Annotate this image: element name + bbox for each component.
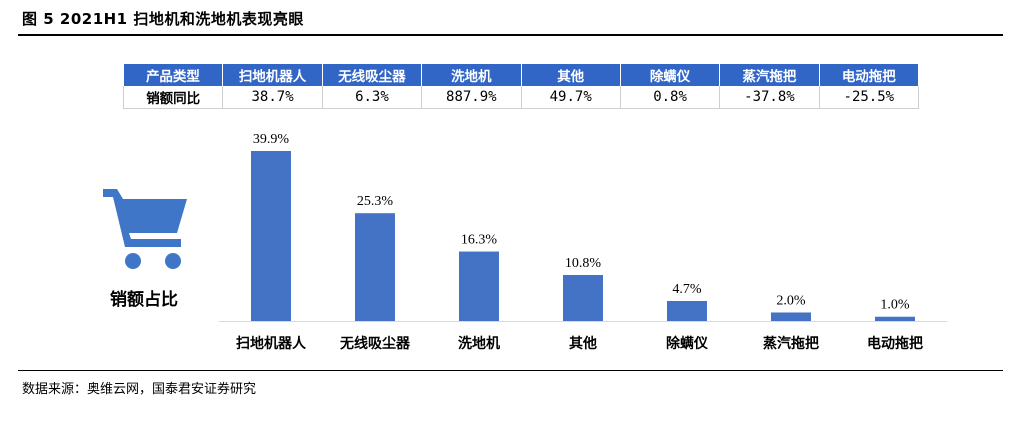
table-row: 销额同比 38.7% 6.3% 887.9% 49.7% 0.8% -37.8%… [122,86,920,109]
table-header-row: 产品类型 扫地机器人 无线吸尘器 洗地机 其他 除螨仪 蒸汽拖把 电动拖把 [123,64,920,86]
bar-value-label: 4.7% [672,282,702,297]
category-label: 无线吸尘器 [339,335,411,352]
table-row-label: 销额同比 [122,86,224,109]
table-header-label: 产品类型 [123,64,224,86]
bar [563,274,603,321]
table-cell: -37.8% [719,86,820,109]
bar-value-label: 10.8% [565,256,602,271]
shopping-cart-icon [103,189,187,269]
table-cell: 887.9% [421,86,522,109]
top-rule [18,34,1003,36]
sales-share-label: 销额占比 [110,290,178,310]
table-col-header: 无线吸尘器 [322,64,423,86]
table-cell: 49.7% [521,86,621,109]
bar [667,300,707,321]
table-cell: 6.3% [322,86,423,109]
data-source-note: 数据来源：奥维云网，国泰君安证券研究 [22,382,257,397]
table-col-header: 电动拖把 [819,64,920,86]
table-cell: 38.7% [222,86,323,109]
bar [251,151,291,321]
category-label: 电动拖把 [867,335,923,352]
category-label: 扫地机器人 [236,335,307,352]
bottom-rule [18,370,1003,371]
table-cell: -25.5% [819,86,920,109]
bar [459,251,499,321]
table-col-header: 蒸汽拖把 [719,64,820,86]
bar-value-label: 1.0% [880,298,910,313]
table-cell: 0.8% [620,86,721,109]
bar-value-label: 2.0% [776,293,806,308]
bar-value-label: 39.9% [253,132,290,147]
bar [875,316,915,321]
table-col-header: 其他 [521,64,621,86]
category-label: 蒸汽拖把 [763,335,819,352]
bar [355,213,395,321]
category-label: 其他 [569,335,597,352]
growth-table: 产品类型 扫地机器人 无线吸尘器 洗地机 其他 除螨仪 蒸汽拖把 电动拖把 销额… [122,64,920,109]
figure-title: 图 5 2021H1 扫地机和洗地机表现亮眼 [22,10,304,28]
category-label: 洗地机 [458,335,500,352]
table-col-header: 洗地机 [421,64,522,86]
bar-value-label: 25.3% [357,194,394,209]
bar [771,312,811,321]
bar-value-label: 16.3% [461,233,498,248]
category-label: 除螨仪 [666,335,709,352]
table-col-header: 除螨仪 [620,64,721,86]
table-col-header: 扫地机器人 [222,64,323,86]
